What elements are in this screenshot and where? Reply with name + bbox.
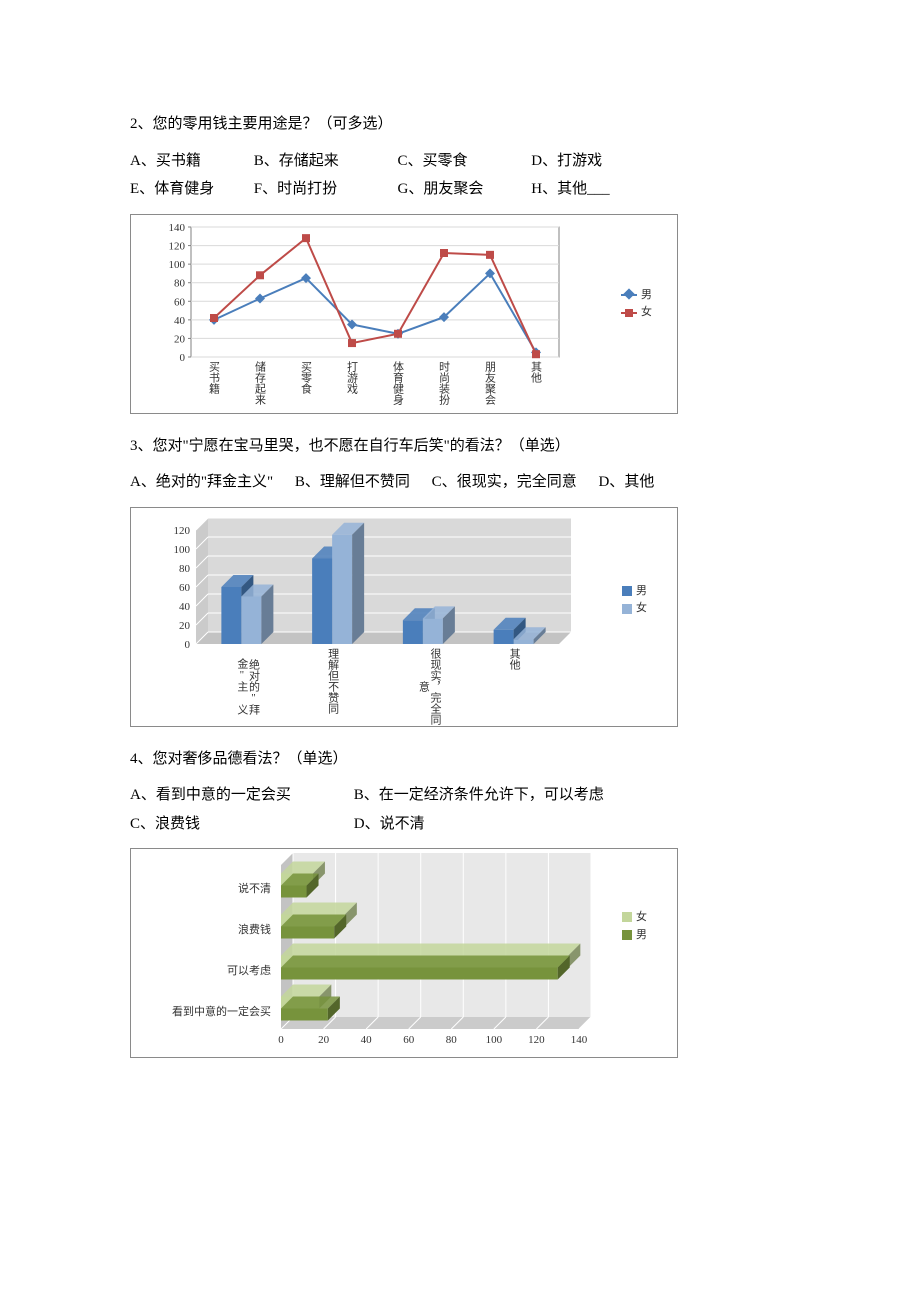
svg-text:100: 100 (174, 544, 191, 556)
q2-opt-b: B、存储起来 (254, 147, 394, 176)
question-2-text: 2、您的零用钱主要用途是？（可多选） (130, 110, 810, 139)
question-3-text: 3、您对"宁愿在宝马里哭，也不愿在自行车后笑"的看法？（单选） (130, 432, 810, 461)
q2-line-chart: 020406080100120140买书籍储存起来买零食打游戏体育健身时尚装扮朋… (130, 214, 678, 414)
svg-text:120: 120 (174, 525, 191, 537)
svg-text:60: 60 (179, 582, 191, 594)
q2-opt-c: C、买零食 (398, 147, 528, 176)
q3-opt-a: A、绝对的"拜金主义" (130, 468, 273, 497)
svg-text:0: 0 (278, 1034, 284, 1046)
svg-text:100: 100 (486, 1034, 503, 1046)
svg-text:0: 0 (185, 639, 191, 651)
svg-text:0: 0 (180, 352, 186, 364)
svg-text:40: 40 (361, 1034, 373, 1046)
svg-text:100: 100 (169, 259, 186, 271)
q3-opt-d: D、其他 (598, 468, 654, 497)
q3-bar-chart: 020406080100120绝对的"拜金"主 义理解但不赞同很现实，完全同意其… (130, 507, 678, 727)
svg-text:60: 60 (403, 1034, 415, 1046)
svg-text:120: 120 (169, 240, 186, 252)
q4-opt-d: D、说不清 (354, 810, 425, 839)
svg-text:140: 140 (571, 1034, 588, 1046)
question-4-options: A、看到中意的一定会买 B、在一定经济条件允许下，可以考虑 C、浪费钱 D、说不… (130, 781, 810, 838)
q3-opt-c: C、很现实，完全同意 (432, 468, 577, 497)
question-2-options: A、买书籍 B、存储起来 C、买零食 D、打游戏 E、体育健身 F、时尚打扮 G… (130, 147, 810, 204)
q4-opt-a: A、看到中意的一定会买 (130, 781, 350, 810)
question-4-text: 4、您对奢侈品德看法？（单选） (130, 745, 810, 774)
q4-opt-b: B、在一定经济条件允许下，可以考虑 (354, 781, 604, 810)
svg-text:40: 40 (179, 601, 191, 613)
svg-text:140: 140 (169, 222, 186, 234)
svg-text:80: 80 (174, 277, 186, 289)
q2-opt-f: F、时尚打扮 (254, 175, 394, 204)
svg-text:120: 120 (528, 1034, 545, 1046)
svg-text:40: 40 (174, 314, 186, 326)
q4-opt-c: C、浪费钱 (130, 810, 350, 839)
question-3-options: A、绝对的"拜金主义" B、理解但不赞同 C、很现实，完全同意 D、其他 (130, 468, 810, 497)
svg-text:20: 20 (174, 333, 186, 345)
q3-opt-b: B、理解但不赞同 (295, 468, 410, 497)
q2-opt-h: H、其他___ (531, 175, 609, 204)
q4-hbar-chart: 说不清浪费钱可以考虑看到中意的一定会买020406080100120140女男 (130, 848, 678, 1058)
q2-opt-d: D、打游戏 (531, 147, 602, 176)
svg-text:20: 20 (318, 1034, 330, 1046)
q2-opt-e: E、体育健身 (130, 175, 250, 204)
svg-text:80: 80 (446, 1034, 458, 1046)
svg-text:20: 20 (179, 620, 191, 632)
q2-opt-g: G、朋友聚会 (398, 175, 528, 204)
q2-opt-a: A、买书籍 (130, 147, 250, 176)
svg-text:80: 80 (179, 563, 191, 575)
svg-text:60: 60 (174, 296, 186, 308)
